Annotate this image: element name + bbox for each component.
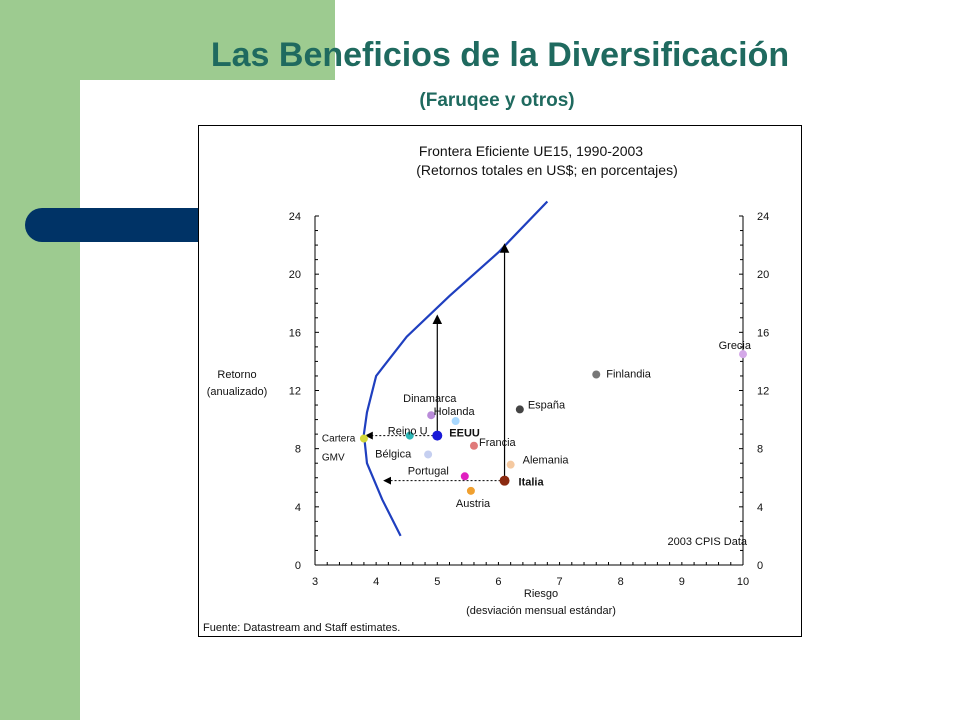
- y-tick-label-right: 12: [757, 386, 769, 398]
- point-label-españa: España: [528, 399, 566, 411]
- data-point-alemania: [506, 460, 515, 469]
- y-tick-label-left: 0: [295, 560, 301, 572]
- y-tick-label-left: 20: [289, 269, 301, 281]
- chart-axes: 0 0 4 4 8 8 12 12 16 16 20 20 24 24 3 4 5 6 7 8 9 10: [289, 211, 770, 588]
- point-label-gmv: GMV: [322, 452, 345, 463]
- data-point-grecia: [739, 350, 747, 359]
- data-point-cartera-gmv: [359, 434, 368, 443]
- data-point-austria: [466, 486, 475, 495]
- y-tick-label-left: 8: [295, 444, 301, 456]
- point-label-francia: Francia: [479, 437, 517, 449]
- chart-subtitle: (Retornos totales en US$; en porcentajes…: [416, 162, 677, 178]
- point-label-cartera: Cartera: [322, 433, 356, 444]
- chart-panel: Frontera Eficiente UE15, 1990-2003 (Reto…: [198, 125, 802, 637]
- x-tick-label: 4: [373, 576, 379, 588]
- left-decor-band: [0, 0, 80, 720]
- data-point-españa: [515, 405, 524, 414]
- y-tick-label-right: 20: [757, 269, 769, 281]
- data-point-portugal: [460, 472, 469, 481]
- y-tick-label-right: 16: [757, 327, 769, 339]
- point-label-bélgica: Bélgica: [375, 448, 412, 460]
- data-point-eeuu: [432, 430, 443, 441]
- efficient-frontier-chart: Frontera Eficiente UE15, 1990-2003 (Reto…: [203, 143, 770, 634]
- efficient-frontier-line: [362, 200, 549, 537]
- x-tick-label: 10: [737, 576, 749, 588]
- x-tick-label: 8: [618, 576, 624, 588]
- point-label-grecia: Grecia: [719, 340, 752, 352]
- y-axis-label: Retorno: [217, 369, 256, 381]
- data-point-francia: [469, 441, 478, 450]
- slide-subtitle: (Faruqee y otros): [419, 90, 575, 111]
- chart-title: Frontera Eficiente UE15, 1990-2003: [419, 143, 643, 159]
- point-label-finlandia: Finlandia: [606, 369, 652, 381]
- point-label-portugal: Portugal: [408, 465, 449, 477]
- decor-corner: [80, 80, 160, 160]
- x-tick-label: 3: [312, 576, 318, 588]
- x-tick-label: 6: [495, 576, 501, 588]
- y-tick-label-left: 12: [289, 386, 301, 398]
- y-tick-label-left: 4: [295, 502, 301, 514]
- point-label-eeuu: EEUU: [449, 428, 480, 440]
- point-label-reino-u: Reino U: [388, 426, 428, 438]
- y-tick-label-right: 0: [757, 560, 763, 572]
- y-tick-label-right: 24: [757, 211, 769, 223]
- point-label-dinamarca: Dinamarca: [403, 393, 457, 405]
- data-point-dinamarca: [427, 411, 436, 420]
- data-point-italia: [499, 475, 510, 486]
- y-tick-label-left: 16: [289, 327, 301, 339]
- navy-decor-bar: [25, 208, 205, 242]
- x-axis-label: Riesgo: [524, 588, 558, 600]
- source-note: Fuente: Datastream and Staff estimates.: [203, 622, 400, 634]
- x-tick-label: 7: [557, 576, 563, 588]
- cpis-note: 2003 CPIS Data: [668, 536, 748, 548]
- x-axis-label-2: (desviación mensual estándar): [466, 605, 616, 617]
- data-point-bélgica: [424, 450, 433, 459]
- x-tick-label: 5: [434, 576, 440, 588]
- point-label-italia: Italia: [519, 477, 545, 489]
- point-label-alemania: Alemania: [523, 455, 570, 467]
- top-decor-band: [0, 0, 335, 80]
- data-point-reino-u: [405, 431, 414, 440]
- point-label-holanda: Holanda: [434, 406, 476, 418]
- y-tick-label-right: 8: [757, 444, 763, 456]
- y-tick-label-right: 4: [757, 502, 763, 514]
- data-point-finlandia: [592, 370, 601, 379]
- slide-title: Las Beneficios de la Diversificación: [210, 36, 790, 74]
- x-tick-label: 9: [679, 576, 685, 588]
- y-tick-label-left: 24: [289, 211, 301, 223]
- data-point-holanda: [451, 417, 460, 426]
- y-axis-label-2: (anualizado): [207, 386, 268, 398]
- point-label-austria: Austria: [456, 498, 491, 510]
